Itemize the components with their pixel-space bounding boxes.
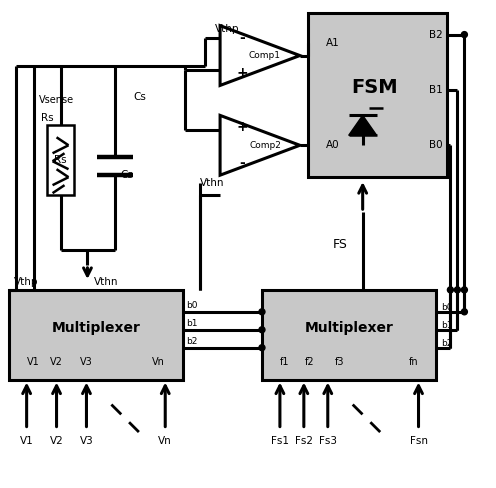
Text: Rs: Rs — [54, 155, 67, 165]
Text: Fs1: Fs1 — [271, 436, 289, 447]
Text: Vthn: Vthn — [200, 178, 225, 188]
Text: b2: b2 — [441, 339, 453, 348]
Text: b1: b1 — [186, 319, 198, 328]
Text: f2: f2 — [305, 357, 314, 366]
Text: +: + — [236, 121, 248, 134]
Text: Vthp: Vthp — [14, 277, 38, 287]
Polygon shape — [220, 115, 300, 175]
Text: b2: b2 — [186, 337, 197, 346]
Text: Fs2: Fs2 — [295, 436, 313, 447]
Text: V2: V2 — [50, 357, 63, 366]
Text: A0: A0 — [326, 140, 339, 150]
Text: FSM: FSM — [352, 78, 398, 97]
Text: V1: V1 — [27, 357, 39, 366]
Text: b1: b1 — [441, 321, 453, 330]
Text: FS: FS — [333, 239, 348, 251]
Text: fn: fn — [409, 357, 419, 366]
Text: B1: B1 — [429, 85, 442, 96]
Text: V1: V1 — [20, 436, 34, 447]
Circle shape — [454, 287, 460, 293]
Circle shape — [259, 327, 265, 333]
Text: b0: b0 — [186, 301, 198, 310]
Text: Fs3: Fs3 — [319, 436, 337, 447]
Text: Cs: Cs — [133, 92, 146, 102]
Text: Multiplexer: Multiplexer — [305, 321, 394, 335]
Text: Vn: Vn — [158, 436, 172, 447]
Text: Multiplexer: Multiplexer — [52, 321, 140, 335]
Text: V3: V3 — [80, 357, 93, 366]
Text: Vthn: Vthn — [93, 277, 118, 287]
Text: Comp2: Comp2 — [249, 141, 281, 150]
Text: Cs: Cs — [121, 170, 133, 180]
Bar — [47, 125, 74, 195]
Text: V2: V2 — [50, 436, 63, 447]
Text: f1: f1 — [280, 357, 289, 366]
Text: B2: B2 — [429, 30, 442, 40]
Text: Vn: Vn — [152, 357, 165, 366]
Circle shape — [259, 309, 265, 315]
Text: f3: f3 — [335, 357, 345, 366]
Text: A1: A1 — [326, 38, 340, 47]
Text: B0: B0 — [429, 140, 442, 150]
Bar — [9, 290, 183, 380]
Polygon shape — [220, 26, 300, 85]
Text: -: - — [239, 31, 245, 44]
Text: V3: V3 — [79, 436, 93, 447]
Circle shape — [259, 345, 265, 351]
Circle shape — [461, 309, 467, 315]
Text: -: - — [239, 156, 245, 170]
Circle shape — [447, 287, 453, 293]
Circle shape — [461, 32, 467, 38]
Text: Vsense: Vsense — [39, 96, 74, 105]
Bar — [262, 290, 436, 380]
Bar — [308, 13, 447, 177]
Text: +: + — [236, 66, 248, 81]
Circle shape — [461, 287, 467, 293]
Text: Vthp: Vthp — [215, 23, 240, 34]
Text: Comp1: Comp1 — [249, 51, 281, 60]
Text: Rs: Rs — [41, 113, 53, 123]
Polygon shape — [349, 115, 376, 135]
Text: Fsn: Fsn — [410, 436, 428, 447]
Text: b0: b0 — [441, 304, 453, 312]
